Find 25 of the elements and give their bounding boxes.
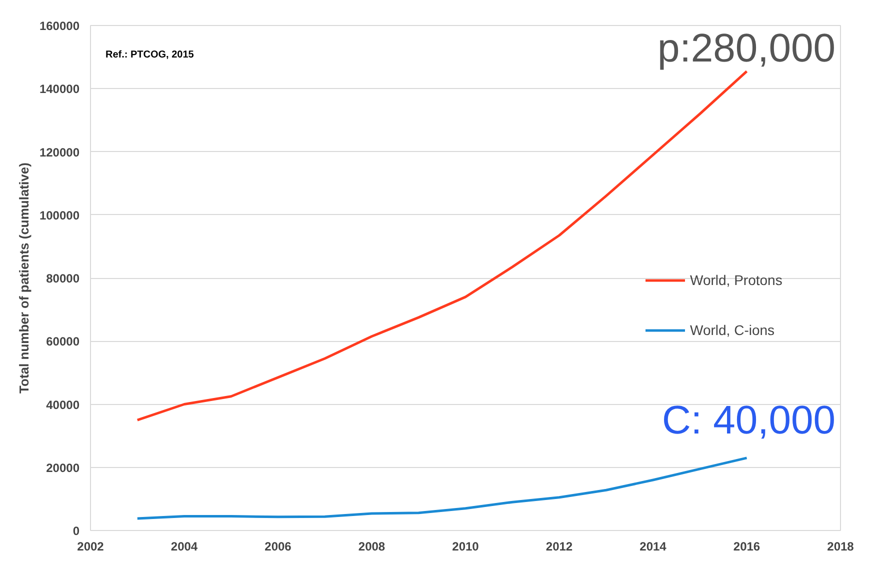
y-tick-label: 0 [72, 524, 80, 538]
y-tick-label: 160000 [39, 19, 80, 33]
annotation: p:280,000 [658, 26, 836, 70]
x-tick-label: 2018 [827, 540, 854, 554]
annotation: Ref.: PTCOG, 2015 [106, 50, 194, 60]
line-series [136, 456, 748, 520]
y-tick-label: 80000 [46, 272, 80, 286]
x-tick-label: 2010 [452, 540, 480, 554]
y-tick-label: 100000 [39, 208, 80, 222]
x-tick-label: 2004 [170, 540, 198, 554]
x-tick-label: 2002 [77, 540, 104, 554]
x-tick-label: 2012 [546, 540, 573, 554]
legend-label: World, C-ions [690, 322, 775, 338]
y-tick-label: 120000 [39, 145, 80, 160]
x-tick-label: 2014 [640, 540, 667, 554]
x-tick-label: 2016 [733, 540, 760, 554]
y-axis-title: Total number of patients (cumulative) [16, 162, 32, 394]
legend-label: World, Protons [690, 272, 782, 288]
annotation: C: 40,000 [662, 398, 836, 442]
x-tick-label: 2006 [264, 540, 292, 554]
y-tick-label: 20000 [46, 460, 80, 475]
x-tick-label: 2008 [358, 540, 386, 554]
y-tick-label: 140000 [39, 82, 80, 96]
y-tick-label: 60000 [46, 334, 80, 349]
y-tick-label: 40000 [46, 398, 80, 412]
